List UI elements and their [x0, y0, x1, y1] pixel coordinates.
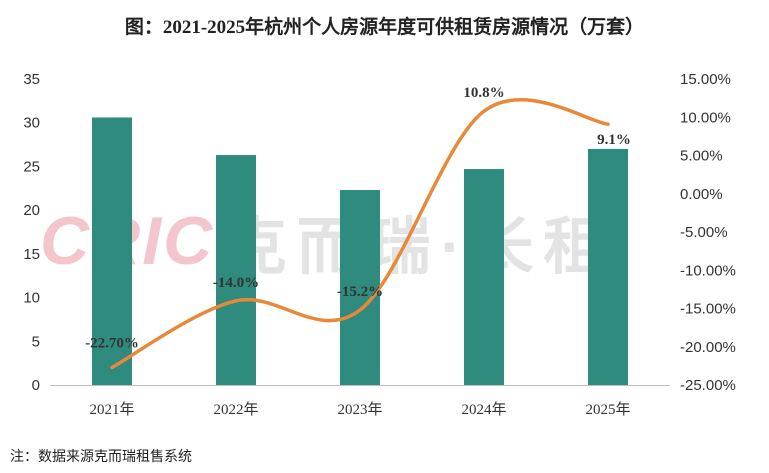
x-tick-label: 2021年 — [89, 401, 134, 418]
growth-line — [110, 98, 610, 370]
y-left-tick-label: 0 — [32, 377, 40, 394]
y-right-tick-label: -20.00% — [680, 339, 736, 356]
y-left-tick-label: 20 — [23, 202, 40, 219]
y-right-tick-label: -15.00% — [680, 301, 736, 318]
y-left-tick-label: 10 — [23, 290, 40, 307]
y-right-tick-label: 10.00% — [680, 109, 731, 126]
y-right-tick-label: -10.00% — [680, 262, 736, 279]
line-data-label: -22.70% — [85, 335, 139, 351]
y-right-tick-label: 0.00% — [680, 186, 723, 203]
bar — [216, 155, 256, 385]
chart-title: 图：2021-2025年杭州个人房源年度可供租赁房源情况（万套） — [124, 17, 645, 38]
bar — [464, 169, 504, 385]
y-right-tick-label: 15.00% — [680, 71, 731, 88]
line-data-label: 10.8% — [463, 85, 504, 101]
y-right-tick-label: -25.00% — [680, 377, 736, 394]
line-data-label: 9.1% — [597, 132, 631, 148]
x-tick-label: 2025年 — [585, 401, 630, 418]
bar — [340, 190, 380, 385]
y-left-tick-label: 30 — [23, 115, 40, 132]
x-tick-label: 2022年 — [213, 401, 258, 418]
source-note: 注：数据来源克而瑞租售系统 — [10, 450, 192, 465]
y-left-tick-label: 5 — [32, 333, 40, 350]
x-tick-label: 2023年 — [337, 401, 382, 418]
y-left-tick-label: 15 — [23, 246, 40, 263]
bar — [588, 148, 628, 385]
y-right-tick-label: -5.00% — [680, 224, 728, 241]
y-right-tick-label: 5.00% — [680, 148, 723, 165]
line-data-label: -15.2% — [337, 284, 383, 300]
line-data-label: -14.0% — [213, 275, 259, 291]
x-tick-label: 2024年 — [461, 401, 506, 418]
bar — [92, 117, 132, 386]
y-left-tick-label: 35 — [23, 71, 40, 88]
y-left-tick-label: 25 — [23, 158, 40, 175]
